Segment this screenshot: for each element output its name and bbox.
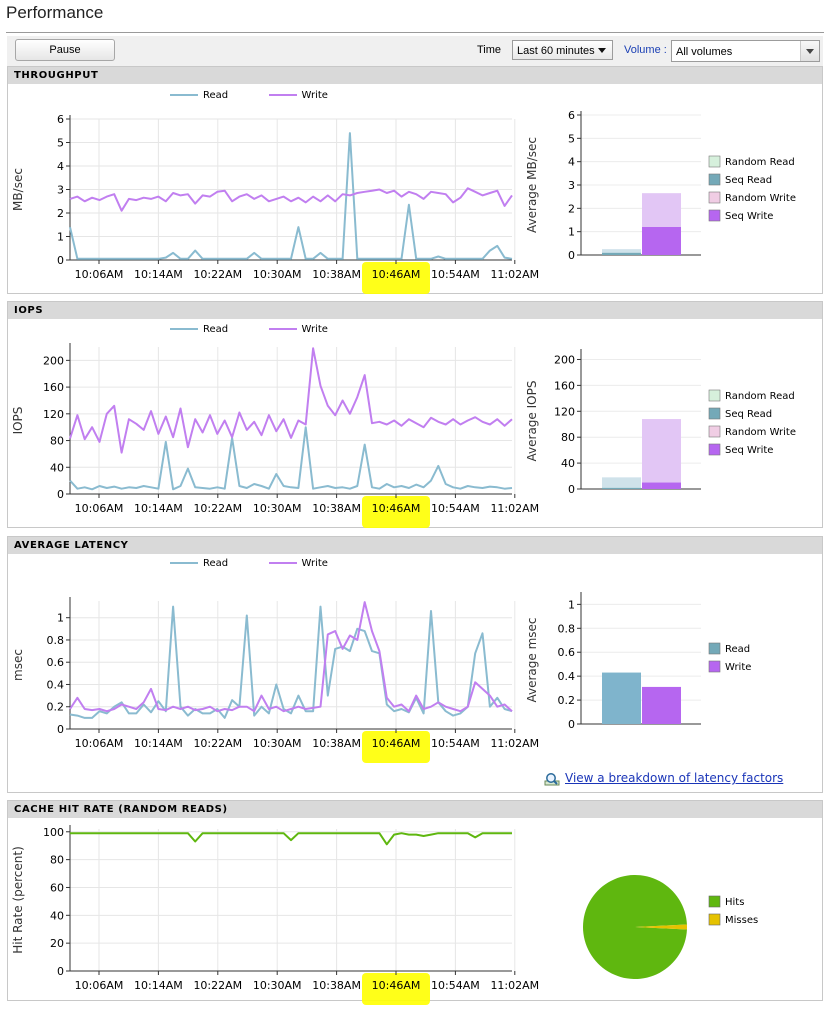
- volume-value: All volumes: [676, 46, 733, 58]
- chevron-down-icon[interactable]: [800, 41, 819, 61]
- time-label: Time: [477, 44, 502, 56]
- magnifier-chart-icon[interactable]: [544, 772, 560, 786]
- title-divider: [6, 32, 824, 33]
- read-legend-label: Read: [203, 90, 229, 101]
- write-legend-swatch: [268, 562, 297, 564]
- panel-header: IOPS: [8, 302, 822, 319]
- read-legend-swatch: [170, 328, 198, 330]
- panel-header: AVERAGE LATENCY: [8, 537, 822, 554]
- time-range-select[interactable]: Last 60 minutes: [512, 40, 613, 60]
- cache-hit-rate-panel: CACHE HIT RATE (RANDOM READS): [7, 800, 823, 1001]
- panel-header: THROUGHPUT: [8, 67, 822, 84]
- panel-header: CACHE HIT RATE (RANDOM READS): [8, 801, 822, 818]
- iops-panel: IOPS: [7, 301, 823, 528]
- read-legend-label: Read: [203, 558, 229, 569]
- read-legend-swatch: [170, 562, 198, 564]
- latency-panel: AVERAGE LATENCY: [7, 536, 823, 793]
- write-legend-label: Write: [301, 558, 328, 569]
- volume-select[interactable]: All volumes: [671, 40, 820, 62]
- toolbar: Pause Time Last 60 minutes Volume : All …: [7, 36, 823, 66]
- read-legend-swatch: [170, 94, 198, 96]
- pause-button[interactable]: Pause: [15, 39, 115, 61]
- throughput-line-legend: Read Write: [170, 90, 328, 101]
- write-legend-swatch: [268, 94, 297, 96]
- latency-line-legend: Read Write: [170, 558, 328, 569]
- throughput-panel: THROUGHPUT: [7, 66, 823, 294]
- read-legend-label: Read: [203, 324, 229, 335]
- iops-line-legend: Read Write: [170, 324, 328, 335]
- write-legend-label: Write: [301, 90, 328, 101]
- chevron-down-icon: [598, 48, 606, 53]
- latency-breakdown-link[interactable]: View a breakdown of latency factors: [565, 771, 784, 785]
- time-range-value: Last 60 minutes: [517, 45, 595, 57]
- page-title: Performance: [6, 3, 104, 22]
- volume-label: Volume :: [624, 44, 667, 56]
- write-legend-label: Write: [301, 324, 328, 335]
- write-legend-swatch: [268, 328, 297, 330]
